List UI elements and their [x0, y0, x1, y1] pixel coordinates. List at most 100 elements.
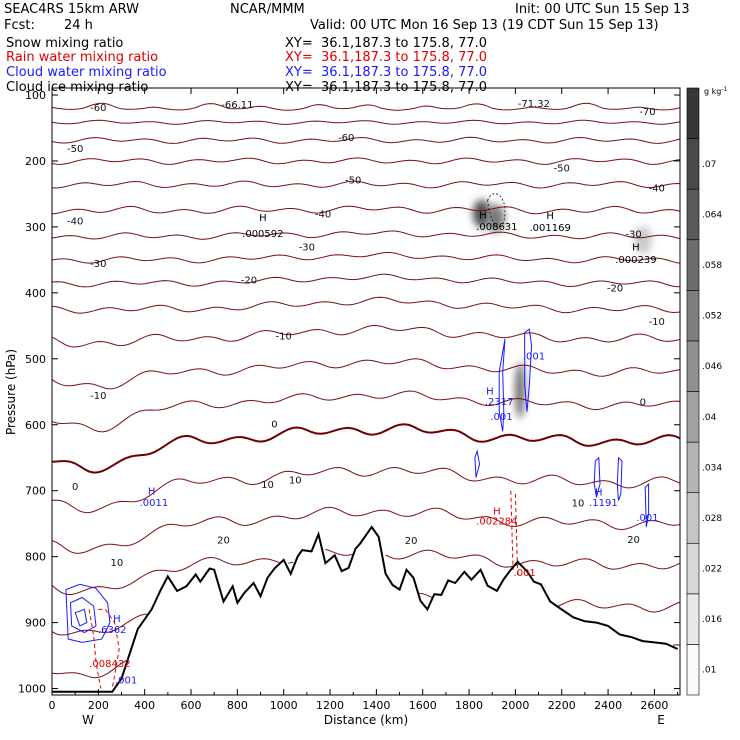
- extremum-label: H: [479, 210, 487, 221]
- isotherm--35: [52, 230, 680, 240]
- y-tick-label: 100: [25, 89, 46, 102]
- hydrometeor-contours: [65, 193, 650, 689]
- y-tick-label: 600: [25, 419, 46, 432]
- colorbar-bin: [686, 441, 700, 493]
- isotherm--45: [52, 180, 680, 189]
- colorbar-bin: [686, 239, 700, 291]
- cloud-water-contour: [616, 456, 623, 501]
- field-name-rain: Rain water mixing ratio: [6, 50, 159, 65]
- isotherm-label: -30: [625, 229, 641, 240]
- x-tick-label: 1000: [270, 699, 298, 712]
- colorbar-bin: [686, 340, 700, 392]
- colorbar-bin: [686, 138, 700, 190]
- x-tick-label: 2600: [640, 699, 668, 712]
- isotherm-label: -10: [90, 391, 106, 402]
- x-tick-label: 1200: [316, 699, 344, 712]
- west-label: W: [82, 713, 94, 727]
- extremum-label: .001: [514, 568, 536, 579]
- colorbar-label: .046: [702, 362, 722, 372]
- x-tick-label: 2400: [594, 699, 622, 712]
- y-tick-label: 700: [25, 485, 46, 498]
- cloud-water-contour: [74, 608, 88, 627]
- temperature-labels: -60 -66.11 -71.32 -70 -60 -50 -50 -50 -40 -40 -40 -…: [67, 99, 665, 569]
- x-tick-label: 2000: [501, 699, 529, 712]
- isotherm--50: [52, 157, 680, 165]
- isotherm-label: -50: [345, 175, 361, 186]
- extremum-label: .2317: [485, 397, 514, 408]
- isotherm-label: 20: [405, 536, 418, 547]
- colorbar-label: .064: [702, 210, 722, 220]
- isotherm-25: [52, 644, 680, 679]
- cloud-water-contour: [498, 338, 506, 432]
- extremum-label: .0011: [140, 498, 169, 509]
- y-tick-label: 900: [25, 617, 46, 630]
- isotherm-label: -66.11: [221, 100, 253, 111]
- isotherm--15: [52, 324, 680, 348]
- isotherm--55: [52, 136, 680, 144]
- isotherm-label: -40: [67, 216, 83, 227]
- isotherm-20: [52, 592, 680, 636]
- cloud-water-contour: [474, 449, 481, 478]
- cloud-ice-blob: [486, 204, 505, 233]
- colorbar-label: .058: [702, 261, 722, 271]
- isotherm-15: [52, 548, 680, 596]
- colorbar-label: .04: [702, 413, 717, 423]
- extremum-label: .000592: [242, 229, 283, 240]
- isotherm-label: -20: [241, 276, 257, 287]
- colorbar-bin: [686, 492, 700, 544]
- cloud-water-contour: [65, 583, 111, 643]
- init-time: Init: 00 UTC Sun 15 Sep 13: [515, 2, 690, 17]
- isotherm-label: -30: [90, 259, 106, 270]
- temperature-contours: [52, 102, 680, 679]
- isotherm-label: 20: [627, 535, 640, 546]
- plot-frame: [51, 87, 681, 696]
- extremum-label: H: [113, 614, 121, 625]
- extremum-label: H: [493, 506, 501, 517]
- y-tick-label: 200: [25, 155, 46, 168]
- east-label: E: [657, 713, 665, 727]
- extremum-label: .001: [490, 412, 512, 423]
- cloud-ice-blob: [633, 226, 652, 255]
- isotherm-label: -10: [276, 332, 292, 343]
- extremum-label: H: [632, 243, 640, 254]
- colorbar-bin: [686, 593, 700, 645]
- isotherm-0: [52, 423, 680, 474]
- terrain-line: [52, 525, 679, 693]
- colorbar-title: g kg-1: [704, 86, 728, 96]
- y-tick-label: 500: [25, 353, 46, 366]
- isotherm-label: 10: [289, 475, 302, 486]
- field-name-cloud-water: Cloud water mixing ratio: [6, 65, 167, 80]
- extremum-label: .6362: [98, 625, 127, 636]
- x-tick-label: 2200: [548, 699, 576, 712]
- isotherm-label: -71.32: [518, 99, 550, 110]
- axes: 0 200 400 600 800 1000 1200 1400 1600 1800 2000 220…: [18, 88, 680, 712]
- extremum-label: .002284: [476, 516, 517, 527]
- field-xy-cloud-water: XY= 36.1,187.3 to 175.8, 77.0: [285, 65, 488, 80]
- x-tick-label: 0: [49, 699, 56, 712]
- isotherm--20: [52, 296, 680, 314]
- valid-time: Valid: 00 UTC Mon 16 Sep 13 (19 CDT Sun …: [310, 18, 659, 33]
- x-tick-label: 400: [134, 699, 155, 712]
- isotherm-label: 0: [271, 419, 277, 430]
- fcst-value: 24 h: [64, 18, 93, 33]
- isotherm-label: -10: [649, 317, 665, 328]
- colorbar-label: .028: [702, 514, 722, 524]
- center-label: NCAR/MMM: [230, 2, 305, 17]
- y-tick-label: 300: [25, 221, 46, 234]
- model-title: SEAC4RS 15km ARW: [4, 2, 140, 17]
- colorbar-label: .034: [702, 463, 722, 473]
- isotherm-label: -70: [639, 107, 655, 118]
- extremum-label: .1191: [589, 498, 618, 509]
- rain-water-contour: [98, 608, 120, 689]
- colorbar-bin: [686, 290, 700, 342]
- cloud-water-contour: [524, 328, 533, 412]
- x-tick-label: 1600: [409, 699, 437, 712]
- isotherm-label: 10: [111, 558, 124, 569]
- colorbar-bin: [686, 542, 700, 595]
- isotherm--60: [52, 119, 680, 125]
- rain-water-contour: [510, 490, 514, 570]
- extrema-labels: H.000592H.008631H.001169H.000239H.2317.0…: [89, 210, 658, 686]
- extremum-label: .008432: [89, 659, 130, 670]
- isotherm-label: 10: [261, 480, 274, 491]
